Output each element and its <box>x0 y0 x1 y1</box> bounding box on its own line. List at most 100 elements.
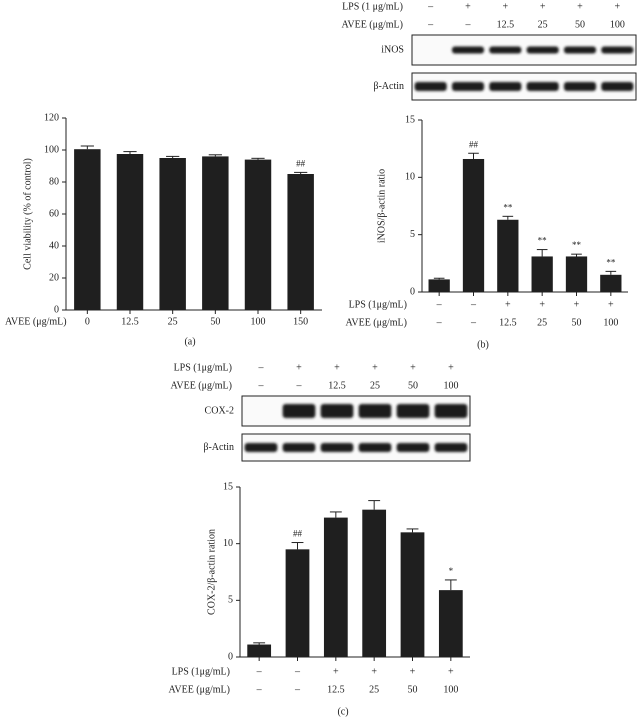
y-tick-label: 0 <box>228 651 233 662</box>
blot-band <box>489 46 522 54</box>
blot-lane-label: + <box>577 1 583 12</box>
x-tick-label: + <box>410 666 416 677</box>
bar <box>159 158 186 310</box>
y-tick-label: 10 <box>405 172 415 183</box>
y-axis-label: COX-2/β-actin ration <box>206 529 217 615</box>
blot-band <box>396 443 430 452</box>
blot-panel <box>411 34 637 66</box>
y-tick-label: 15 <box>405 114 415 125</box>
x-axis-label: AVEE (μg/mL) <box>5 316 67 327</box>
x-tick-label: – <box>436 299 443 310</box>
blot-band-label: β-Actin <box>203 442 234 453</box>
blot-lane-label: – <box>258 362 265 373</box>
y-tick-label: 0 <box>410 286 415 297</box>
x-tick-label: + <box>505 299 511 310</box>
x-tick-label: 25 <box>537 317 547 328</box>
blot-band <box>563 82 597 91</box>
bar <box>497 219 519 292</box>
blot-band <box>358 443 392 452</box>
y-tick-label: 100 <box>44 144 59 155</box>
panel-label: (b) <box>477 339 489 350</box>
blot-panel <box>411 72 637 101</box>
x-tick-label: 100 <box>603 317 618 328</box>
y-tick-label: 60 <box>49 208 59 219</box>
blot-band <box>601 46 634 54</box>
y-tick-label: 5 <box>228 595 233 606</box>
bar <box>531 256 553 292</box>
panel-label: (a) <box>184 336 195 347</box>
significance-mark: * <box>449 566 454 576</box>
bar <box>74 149 101 310</box>
blot-lane-label: 50 <box>408 380 418 391</box>
blot-band <box>244 443 278 452</box>
bar <box>247 644 272 657</box>
blot-lane-label: + <box>615 1 621 12</box>
x-tick-label: 50 <box>572 317 582 328</box>
x-tick-label: – <box>470 317 477 328</box>
y-tick-label: 120 <box>44 112 59 123</box>
x-tick-label: + <box>574 299 580 310</box>
significance-mark: ## <box>296 158 306 168</box>
blot-lane-label: 25 <box>538 19 548 30</box>
blot-lane-label: – <box>296 380 303 391</box>
blot-band <box>320 404 354 418</box>
row-label: AVEE (μg/mL) <box>168 684 230 695</box>
blot-band <box>451 82 485 91</box>
row-label: LPS (1μg/mL) <box>172 666 230 677</box>
blot-lane-label: 50 <box>575 19 585 30</box>
x-tick-label: – <box>436 317 443 328</box>
blot-panel <box>241 433 471 462</box>
bar <box>600 274 622 292</box>
x-tick-label: 50 <box>408 684 418 695</box>
blot-lane-label: 25 <box>370 380 380 391</box>
x-tick-label: 12.5 <box>121 316 139 327</box>
x-tick-label: 0 <box>85 316 90 327</box>
x-tick-label: – <box>256 666 263 677</box>
blot-band <box>601 82 634 91</box>
bar <box>202 156 229 310</box>
bar <box>116 154 144 310</box>
blot-band <box>320 443 354 452</box>
x-tick-label: 25 <box>369 684 379 695</box>
x-tick-label: – <box>470 299 477 310</box>
blot-lane-label: – <box>427 1 434 12</box>
bar <box>362 509 387 657</box>
significance-mark: ** <box>572 240 582 250</box>
bar <box>565 256 588 292</box>
blot-band-label: COX-2 <box>205 405 234 416</box>
blot-band <box>414 82 447 91</box>
blot-band <box>563 46 597 54</box>
y-axis-label: iNOS/β-actin ratio <box>376 169 387 243</box>
blot-lane-label: + <box>372 362 378 373</box>
blot-lane-label: + <box>334 362 340 373</box>
y-tick-label: 10 <box>223 538 233 549</box>
blot-band <box>434 404 468 418</box>
blot-lane-label: 100 <box>610 19 625 30</box>
bar <box>287 174 314 310</box>
y-tick-label: 15 <box>223 481 233 492</box>
bar <box>438 590 463 657</box>
blot-band <box>526 82 559 91</box>
x-tick-label: 50 <box>210 316 220 327</box>
x-tick-label: – <box>294 666 301 677</box>
x-tick-label: 100 <box>251 316 266 327</box>
y-tick-label: 40 <box>49 240 59 251</box>
bar <box>428 279 450 292</box>
x-tick-label: + <box>448 666 454 677</box>
y-tick-label: 5 <box>410 229 415 240</box>
blot-band-label: β-Actin <box>373 81 404 92</box>
x-tick-label: 25 <box>168 316 178 327</box>
bar <box>400 532 425 657</box>
panel-label: (c) <box>337 706 348 717</box>
blot-row-label: LPS (1μg/mL) <box>174 362 232 373</box>
x-tick-label: – <box>256 684 263 695</box>
y-axis-label: Cell viability (% of control) <box>22 158 33 270</box>
blot-band <box>282 404 316 418</box>
blot-band <box>396 404 430 418</box>
y-tick-label: 20 <box>49 272 59 283</box>
blot-lane-label: + <box>503 1 509 12</box>
y-tick-label: 0 <box>54 304 59 315</box>
blot-lane-label: – <box>427 19 434 30</box>
significance-mark: ** <box>538 236 548 246</box>
x-tick-label: + <box>333 666 339 677</box>
